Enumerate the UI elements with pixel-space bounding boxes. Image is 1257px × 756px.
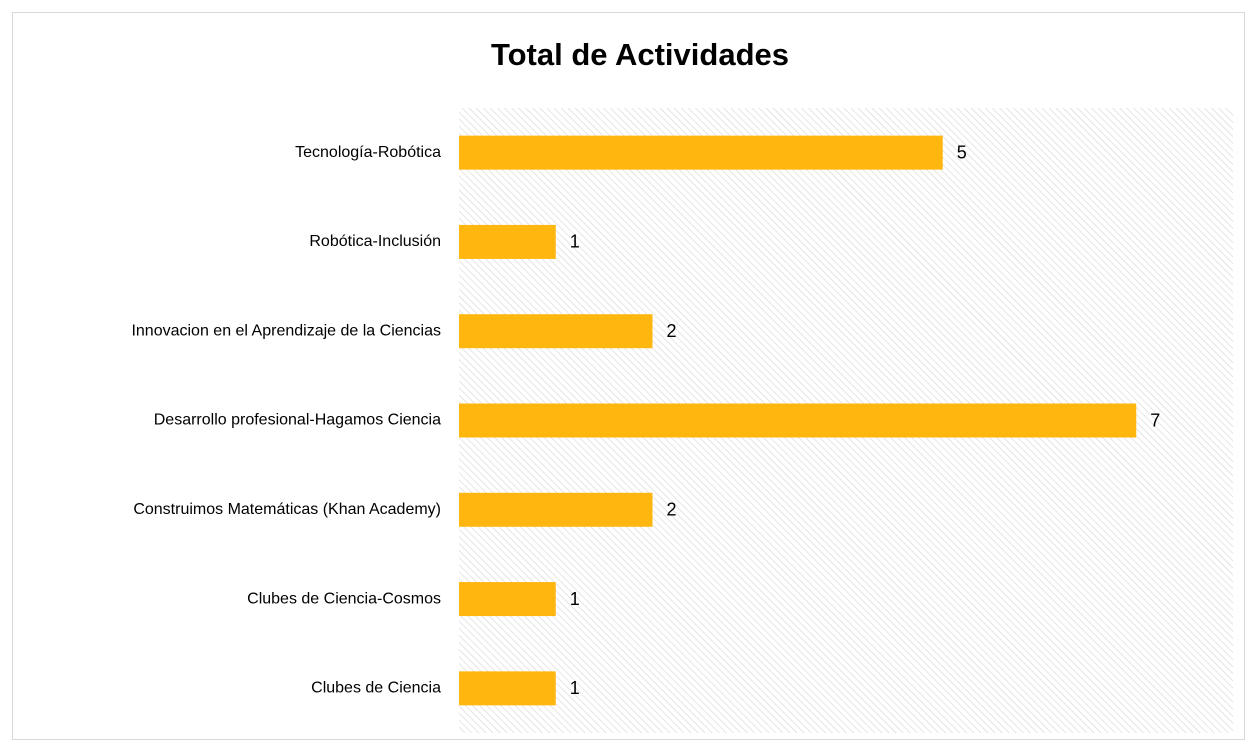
data-label: 1: [570, 678, 580, 698]
data-label: 2: [667, 500, 677, 520]
y-tick-label: Innovacion en el Aprendizaje de la Cienc…: [131, 322, 441, 339]
data-label: 7: [1150, 410, 1160, 430]
bar: [459, 403, 1137, 438]
bar: [459, 492, 653, 527]
data-label: 1: [570, 589, 580, 609]
data-label: 1: [570, 232, 580, 252]
bar: [459, 671, 556, 706]
y-tick-label: Clubes de Ciencia: [311, 680, 441, 697]
bar: [459, 314, 653, 349]
y-tick-label: Construimos Matemáticas (Khan Academy): [133, 501, 441, 518]
bar: [459, 582, 556, 617]
y-tick-label: Desarrollo profesional-Hagamos Ciencia: [154, 412, 441, 429]
y-tick-label: Tecnología-Robótica: [295, 144, 441, 161]
data-label: 5: [957, 142, 967, 162]
y-tick-label: Robótica-Inclusión: [309, 233, 441, 250]
bar: [459, 135, 943, 170]
y-tick-label: Clubes de Ciencia-Cosmos: [247, 590, 441, 607]
chart-title: Total de Actividades: [491, 37, 789, 72]
bar: [459, 224, 556, 259]
data-label: 2: [667, 321, 677, 341]
